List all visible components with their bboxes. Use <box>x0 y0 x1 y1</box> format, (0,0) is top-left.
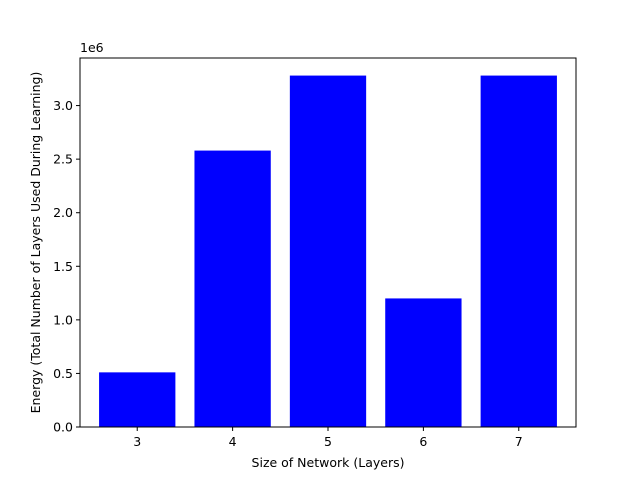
x-tick-label: 7 <box>515 434 523 449</box>
y-tick-label: 1.5 <box>53 259 73 274</box>
x-tick-label: 5 <box>324 434 332 449</box>
x-tick-label: 4 <box>229 434 237 449</box>
x-tick-label: 6 <box>419 434 427 449</box>
bar-6 <box>385 298 462 427</box>
y-tick-label: 0.5 <box>53 366 73 381</box>
plot-area-frame <box>79 57 577 428</box>
bar-3 <box>99 372 176 427</box>
bar-7 <box>480 75 557 428</box>
bar-5 <box>289 75 367 428</box>
y-axis-ticks: 0.0 0.5 1.0 1.5 2.0 2.5 3.0 <box>53 98 80 435</box>
y-axis-label: Energy (Total Number of Layers Used Duri… <box>28 72 43 414</box>
bars-group <box>99 75 557 428</box>
bar-4 <box>194 150 271 428</box>
x-axis-label: Size of Network (Layers) <box>252 455 405 470</box>
y-tick-label: 2.5 <box>53 152 73 167</box>
y-tick-label: 0.0 <box>53 420 73 435</box>
x-axis-ticks: 3 4 5 6 7 <box>133 427 523 449</box>
y-tick-label: 2.0 <box>53 205 73 220</box>
y-tick-label: 1.0 <box>53 312 73 327</box>
y-axis-offset-label: 1e6 <box>80 40 104 55</box>
x-tick-label: 3 <box>133 434 141 449</box>
y-tick-label: 3.0 <box>53 98 73 113</box>
